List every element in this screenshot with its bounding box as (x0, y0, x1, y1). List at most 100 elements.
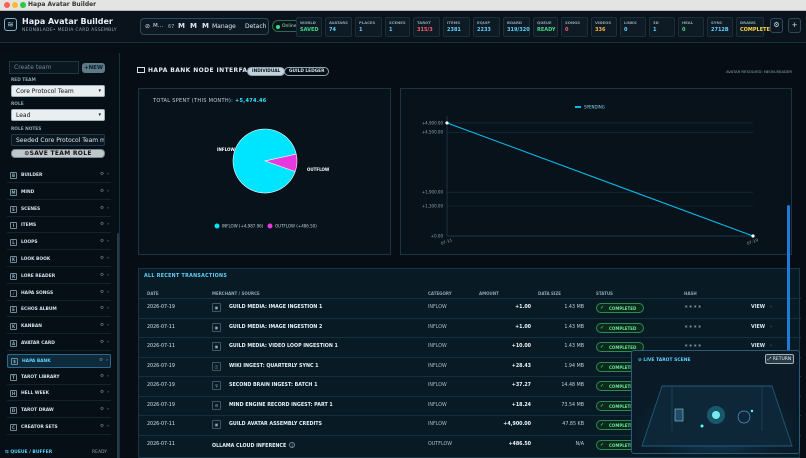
sidebar-item-look-book[interactable]: K LOOK BOOK ⚙ › (7, 253, 111, 267)
gear-icon[interactable]: ⚙ (99, 323, 104, 329)
content-scrollbar[interactable] (787, 205, 790, 355)
new-team-button[interactable]: +NEW (82, 63, 105, 73)
sidebar-item-loops[interactable]: L LOOPS ⚙ › (7, 236, 111, 251)
chevron-right-icon[interactable]: › (107, 239, 109, 245)
stat-label: LINKS (624, 20, 637, 25)
chevron-right-icon[interactable]: › (770, 305, 772, 310)
chevron-right-icon[interactable]: › (107, 172, 109, 177)
chevron-right-icon[interactable]: › (107, 323, 109, 329)
table-row[interactable]: 2026-07-19 ♀ SECOND BRAIN INGEST: BATCH 1 I… (139, 376, 801, 395)
chevron-right-icon[interactable]: › (770, 344, 772, 349)
chevron-right-icon[interactable]: › (107, 272, 109, 278)
table-row[interactable]: 2026-07-19 ▣ GUILD MEDIA: IMAGE INGESTION … (139, 298, 801, 317)
sidebar-item-hapa-songs[interactable]: ♪ HAPA SONGS ⚙ › (7, 287, 111, 301)
chevron-right-icon[interactable]: › (107, 256, 109, 261)
nav-icon: K (10, 323, 17, 331)
chevron-right-icon[interactable]: › (107, 289, 109, 295)
m-select[interactable]: M… (153, 23, 164, 29)
tab-guild-ledger[interactable]: GUILD LEDGER (284, 67, 330, 76)
role-notes-input[interactable]: Seeded Core Protocol Team m (11, 134, 105, 146)
sidebar-item-tarot-library[interactable]: T TAROT LIBRARY ⚙ › (7, 371, 111, 385)
gear-icon[interactable]: ⚙ (99, 424, 104, 429)
maximize-window-button[interactable] (20, 2, 26, 8)
gear-icon[interactable]: ⚙ (99, 222, 104, 228)
transaction-category: INFLOW (428, 344, 447, 349)
minimize-window-button[interactable] (12, 2, 18, 8)
gear-icon[interactable]: ⚙ (99, 289, 104, 295)
return-button-label: RETURN (772, 357, 792, 362)
sidebar-item-creator-sets[interactable]: C CREATOR SETS ⚙ › (7, 421, 111, 435)
view-button[interactable]: VIEW (751, 305, 766, 310)
sidebar-item-label: ITEMS (21, 223, 37, 229)
role-select[interactable]: Lead ▾ (11, 109, 105, 121)
gear-icon[interactable]: ⚙ (98, 357, 103, 363)
m-button-2[interactable]: M (190, 22, 197, 30)
sidebar-scrollbar[interactable] (117, 233, 119, 458)
chevron-right-icon[interactable]: › (107, 188, 109, 194)
view-button[interactable]: VIEW (751, 324, 766, 330)
chevron-right-icon[interactable]: › (107, 306, 109, 312)
stat-avatars: AVATARS 74 (325, 17, 352, 37)
create-team-input[interactable]: Create team (9, 61, 79, 74)
sidebar-item-items[interactable]: I ITEMS ⚙ › (7, 219, 111, 234)
chevron-right-icon[interactable]: › (107, 390, 109, 396)
settings-icon[interactable]: ⚙ (770, 18, 783, 33)
data-point[interactable] (445, 121, 449, 125)
sidebar-item-scenes[interactable]: S SCENES ⚙ › (7, 203, 111, 217)
table-row[interactable]: 2026-07-11 ▣ GUILD MEDIA: IMAGE INGESTION … (139, 317, 801, 337)
return-icon: ⤢ (767, 357, 773, 362)
chevron-right-icon[interactable]: › (107, 407, 109, 413)
chevron-right-icon[interactable]: › (107, 373, 109, 379)
table-row[interactable]: 2026-07-19 ⚙ MIND ENGINE RECORD INGEST: PA… (139, 395, 801, 415)
chevron-right-icon[interactable]: › (106, 357, 108, 363)
add-icon[interactable]: + (788, 18, 801, 33)
transaction-size: 1.43 MB (564, 324, 584, 330)
table-row[interactable]: 2026-07-11 ▣ GUILD AVATAR ASSEMBLY CREDITS… (139, 415, 801, 434)
tab-individual[interactable]: INDIVIDUAL (247, 67, 286, 76)
nav-icon: E (10, 306, 17, 314)
view-button[interactable]: VIEW (751, 344, 766, 349)
gear-icon[interactable]: ⚙ (99, 205, 104, 211)
gear-icon[interactable]: ⚙ (99, 188, 104, 194)
gear-icon[interactable]: ⚙ (99, 407, 104, 413)
sidebar-item-hapa-bank[interactable]: $ HAPA BANK ⚙ › (7, 353, 111, 368)
sidebar-item-builder[interactable]: B BUILDER ⚙ › (7, 169, 111, 183)
manage-button[interactable]: Manage (212, 23, 236, 30)
data-point[interactable] (751, 234, 755, 238)
close-window-button[interactable] (4, 2, 10, 8)
sidebar-item-echos-album[interactable]: E ECHOS ALBUM ⚙ › (7, 303, 111, 318)
gear-icon[interactable]: ⚙ (99, 172, 104, 177)
sidebar-item-mind[interactable]: M MIND ⚙ › (7, 186, 111, 200)
return-button[interactable]: ⤢ RETURN (765, 354, 794, 364)
gear-icon[interactable]: ⚙ (99, 239, 104, 245)
chevron-right-icon[interactable]: › (107, 205, 109, 211)
sidebar-item-hell-week[interactable]: H HELL WEEK ⚙ › (7, 387, 111, 402)
sidebar-item-lore-reader[interactable]: R LORE READER ⚙ › (7, 270, 111, 284)
chevron-right-icon[interactable]: › (770, 324, 772, 330)
gear-icon[interactable]: ⚙ (99, 256, 104, 261)
team-select[interactable]: Core Protocol Team ▾ (11, 85, 105, 97)
sidebar-item-avatar-card[interactable]: A AVATAR CARD ⚙ › (7, 337, 111, 351)
gear-icon[interactable]: ⚙ (99, 340, 104, 345)
info-icon[interactable]: i (289, 441, 296, 448)
save-team-role-button[interactable]: ⊙SAVE TEAM ROLE (11, 149, 105, 158)
m-button-1[interactable]: M (178, 22, 185, 30)
stat-label: VIDEOS (595, 20, 612, 25)
pie-slice-inflow[interactable] (232, 128, 297, 194)
status-badge: COMPLETED (596, 303, 644, 313)
chevron-right-icon[interactable]: › (107, 222, 109, 228)
gear-icon[interactable]: ⚙ (99, 272, 104, 278)
merchant-name: SECOND BRAIN INGEST: BATCH 1 (229, 383, 318, 388)
gear-icon[interactable]: ⚙ (99, 306, 104, 312)
sidebar-item-tarot-draw[interactable]: D TAROT DRAW ⚙ › (7, 404, 111, 419)
table-row[interactable]: 2026-07-11 ▣ GUILD MEDIA: VIDEO LOOP INGES… (139, 337, 801, 356)
sidebar-item-kanban[interactable]: K KANBAN ⚙ › (7, 320, 111, 335)
chevron-right-icon[interactable]: › (107, 340, 109, 345)
gear-icon[interactable]: ⚙ (99, 390, 104, 396)
detach-button[interactable]: Detach (245, 23, 267, 30)
chevron-right-icon[interactable]: › (107, 424, 109, 429)
gear-icon[interactable]: ⚙ (99, 373, 104, 379)
transaction-size: 47.85 KB (562, 422, 584, 427)
m-button-3[interactable]: M (202, 22, 209, 30)
table-row[interactable]: 2026-07-19 ◫ WIKI INGEST: QUARTERLY SYNC 1… (139, 356, 801, 376)
